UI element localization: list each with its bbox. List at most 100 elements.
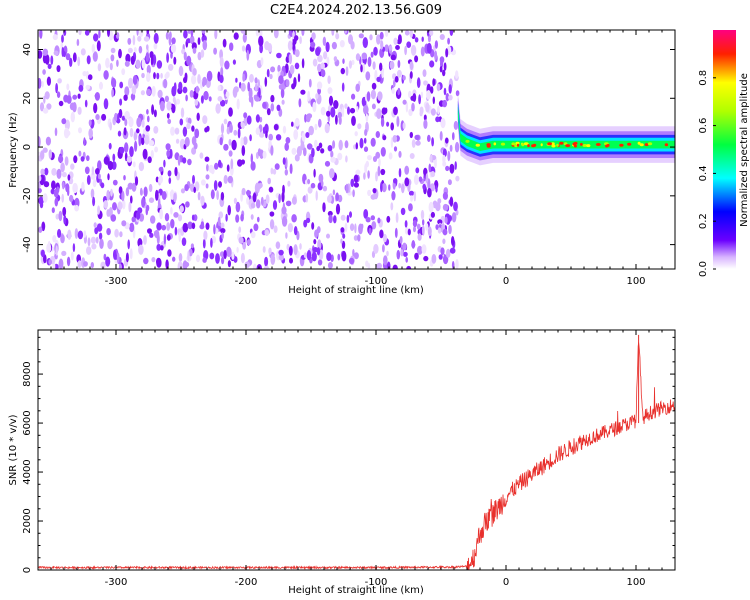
spectrogram-noise-cell bbox=[380, 40, 384, 50]
spectrogram-noise-cell bbox=[427, 226, 432, 237]
spectrogram-noise-cell bbox=[365, 217, 371, 223]
spectrogram-noise-cell bbox=[375, 171, 378, 182]
spectrogram-noise-cell bbox=[393, 37, 398, 45]
spectrogram-noise-cell bbox=[301, 30, 305, 36]
spectrogram-noise-cell bbox=[312, 247, 319, 253]
x-tick-label: -200 bbox=[235, 276, 258, 287]
spectrogram-noise-cell bbox=[331, 30, 335, 36]
spectrogram-noise-cell bbox=[141, 58, 146, 69]
spectrogram-noise-cell bbox=[373, 46, 378, 56]
spectrogram-noise-cell bbox=[363, 137, 367, 144]
spectrogram-noise-cell bbox=[246, 190, 251, 196]
spectrogram-noise-cell bbox=[255, 199, 261, 209]
spectrogram-noise-cell bbox=[187, 221, 193, 230]
spectrogram-noise-cell bbox=[258, 87, 261, 98]
spectrogram-noise-cell bbox=[219, 137, 223, 146]
spectrogram-noise-cell bbox=[258, 30, 263, 38]
spectrogram-noise-cell bbox=[287, 40, 293, 51]
spectrogram-noise-cell bbox=[404, 165, 410, 175]
spectrogram-noise-cell bbox=[129, 127, 134, 138]
spectrogram-noise-cell bbox=[347, 106, 350, 115]
spectrogram-noise-cell bbox=[440, 59, 444, 68]
spectrogram-noise-cell bbox=[359, 137, 364, 149]
spectrogram-noise-cell bbox=[56, 168, 62, 179]
spectrogram-noise-cell bbox=[421, 225, 425, 236]
spectrogram-noise-cell bbox=[223, 249, 227, 260]
spectrogram-noise-cell bbox=[451, 236, 455, 246]
spectrogram-noise-cell bbox=[366, 91, 371, 102]
spectrogram-noise-cell bbox=[435, 116, 440, 123]
spectrogram-noise-cell bbox=[403, 251, 408, 257]
spectrogram-noise-cell bbox=[123, 127, 127, 136]
spectrogram-ridge-peak bbox=[582, 144, 588, 147]
spectrogram-noise-cell bbox=[314, 123, 318, 131]
spectrogram-noise-cell bbox=[51, 168, 57, 176]
spectrogram-noise-cell bbox=[341, 240, 346, 249]
spectrogram-noise-cell bbox=[317, 88, 321, 95]
spectrogram-noise-cell bbox=[229, 165, 234, 176]
spectrogram-noise-cell bbox=[190, 30, 194, 38]
spectrogram-noise-cell bbox=[349, 223, 355, 231]
spectrogram-noise-cell bbox=[182, 126, 188, 137]
spectrogram-noise-cell bbox=[240, 213, 244, 222]
spectrogram-noise-cell bbox=[116, 252, 120, 263]
spectrogram-noise-cell bbox=[340, 214, 346, 221]
spectrogram-noise-cell bbox=[269, 219, 275, 230]
spectrogram-noise-cell bbox=[417, 233, 422, 241]
spectrogram-noise-cell bbox=[277, 64, 281, 73]
spectrogram-noise-cell bbox=[147, 228, 152, 234]
spectrogram-noise-cell bbox=[141, 197, 146, 208]
spectrogram-noise-cell bbox=[455, 209, 459, 216]
spectrogram-noise-cell bbox=[445, 93, 450, 102]
spectrogram-noise-cell bbox=[264, 76, 268, 87]
spectrogram-noise-cell bbox=[147, 156, 152, 164]
spectrogram-noise-cell bbox=[142, 148, 148, 160]
spectrogram-noise-cell bbox=[444, 216, 448, 224]
spectrogram-ridge-peak bbox=[486, 143, 491, 147]
x-tick-label: -200 bbox=[235, 577, 258, 588]
spectrogram-noise-cell bbox=[282, 202, 286, 213]
spectrogram-noise-cell bbox=[203, 90, 209, 101]
spectrogram-noise-cell bbox=[170, 207, 173, 215]
spectrogram-noise-cell bbox=[158, 175, 163, 184]
spectrogram-noise-cell bbox=[428, 163, 432, 173]
spectrogram-noise-cell bbox=[249, 73, 254, 83]
spectrogram-noise-cell bbox=[166, 222, 171, 231]
spectrogram-noise-cell bbox=[146, 88, 152, 96]
spectrogram-noise-cell bbox=[262, 246, 266, 253]
spectrogram-noise-cell bbox=[358, 33, 364, 39]
spectrogram-noise-cell bbox=[422, 219, 425, 226]
spectrogram-noise-cell bbox=[140, 137, 145, 146]
spectrogram-noise-cell bbox=[228, 107, 233, 117]
spectrogram-noise-cell bbox=[432, 96, 435, 105]
spectrogram-noise-cell bbox=[107, 160, 114, 171]
spectrogram-noise-cell bbox=[262, 101, 267, 109]
spectrogram-noise-cell bbox=[447, 179, 452, 186]
spectrogram-noise-cell bbox=[135, 211, 141, 220]
spectrogram-noise-cell bbox=[250, 231, 256, 239]
spectrogram-noise-cell bbox=[442, 238, 446, 245]
spectrogram-noise-cell bbox=[379, 62, 383, 71]
spectrogram-noise-cell bbox=[389, 60, 395, 70]
spectrogram-noise-cell bbox=[420, 209, 425, 220]
snr-frame bbox=[37, 329, 676, 571]
spectrogram-noise-cell bbox=[77, 106, 82, 115]
spectrogram-noise-cell bbox=[61, 250, 67, 256]
spectrogram-noise-cell bbox=[411, 102, 415, 112]
spectrogram-noise-cell bbox=[105, 256, 111, 267]
spectrogram-noise-cell bbox=[174, 127, 180, 135]
spectrogram-noise-cell bbox=[376, 108, 382, 120]
spectrogram-noise-cell bbox=[332, 189, 336, 196]
spectrogram-noise-cell bbox=[187, 158, 192, 166]
spectrogram-noise-cell bbox=[411, 240, 416, 249]
spectrogram-noise-cell bbox=[434, 159, 437, 169]
spectrogram-noise-cell bbox=[396, 116, 400, 127]
spectrogram-noise-cell bbox=[250, 214, 254, 220]
spectrogram-noise-cell bbox=[126, 156, 133, 163]
spectrogram-noise-cell bbox=[265, 194, 270, 204]
spectrogram-noise-cell bbox=[273, 124, 279, 131]
spectrogram-noise-cell bbox=[259, 116, 263, 123]
spectrogram-noise-cell bbox=[106, 189, 110, 201]
spectrogram-noise-cell bbox=[131, 85, 137, 95]
spectrogram-noise-cell bbox=[194, 99, 199, 106]
